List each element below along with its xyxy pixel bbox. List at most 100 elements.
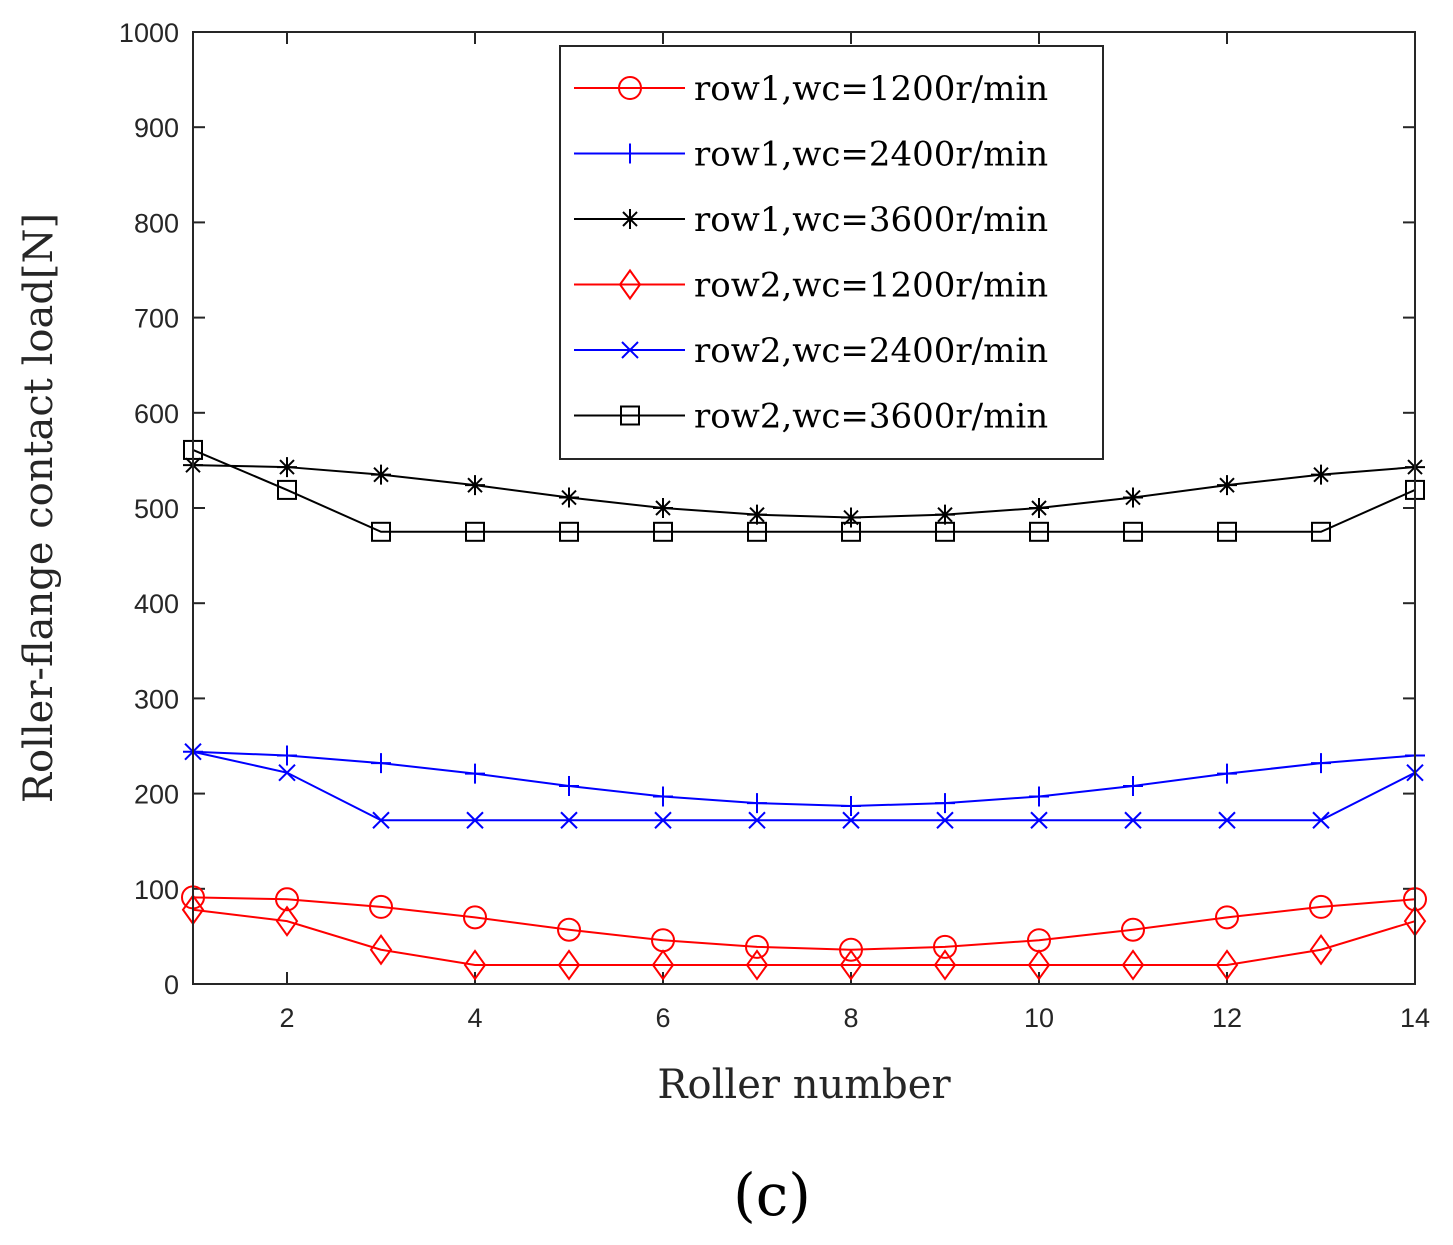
data-point-asterisk <box>935 504 955 525</box>
data-point-asterisk <box>620 209 640 229</box>
legend-entry: row2,wc=1200r/min <box>574 266 1048 306</box>
data-point-square <box>559 521 579 542</box>
data-point-plus <box>620 143 640 164</box>
data-point-diamond <box>1215 949 1239 981</box>
data-point-diamond <box>839 949 863 981</box>
data-point-asterisk <box>1217 475 1237 496</box>
y-tick-label: 600 <box>134 399 179 429</box>
data-point-circle <box>369 894 393 919</box>
x-axis-title: Roller number <box>657 1062 951 1108</box>
legend: row1,wc=1200r/min row1,wc=2400r/min row1,w… <box>559 45 1104 460</box>
data-point-square <box>935 521 955 542</box>
series-line <box>192 908 1416 966</box>
y-tick-label: 0 <box>164 970 179 1000</box>
data-point-circle <box>1309 894 1333 919</box>
data-point-square <box>620 405 640 426</box>
series-line <box>192 750 1416 822</box>
y-axis-title: Roller-flange contact load[N] <box>16 213 62 803</box>
data-point-x <box>842 811 860 829</box>
data-point-x <box>936 811 954 829</box>
data-point-square <box>1029 521 1049 542</box>
data-point-diamond <box>1027 949 1051 981</box>
legend-label: row1,wc=3600r/min <box>694 200 1048 240</box>
x-tick-label: 4 <box>467 1003 482 1033</box>
data-point-circle <box>463 905 487 930</box>
legend-entry: row1,wc=3600r/min <box>574 200 1048 240</box>
data-point-plus <box>1123 775 1143 796</box>
legend-label: row1,wc=2400r/min <box>694 135 1048 175</box>
x-tick-label: 2 <box>279 1003 294 1033</box>
series-3 <box>183 455 1425 528</box>
plot-frame <box>192 31 1416 985</box>
series-line <box>192 896 1416 951</box>
data-point-asterisk <box>465 475 485 496</box>
series-5 <box>184 743 1424 829</box>
data-point-x <box>560 811 578 829</box>
y-tick-label: 100 <box>134 875 179 905</box>
series-1 <box>181 885 1427 962</box>
data-point-diamond <box>557 949 581 981</box>
data-point-square <box>371 521 391 542</box>
data-point-x <box>654 811 672 829</box>
series-line <box>192 449 1416 533</box>
y-tick-label: 900 <box>134 113 179 143</box>
data-point-square <box>277 479 297 500</box>
data-point-circle <box>745 934 769 959</box>
data-point-diamond <box>745 949 769 981</box>
series-6 <box>183 439 1425 542</box>
y-tick-label: 800 <box>134 208 179 238</box>
data-point-asterisk <box>1029 498 1049 518</box>
data-point-x <box>748 811 766 829</box>
legend-entry: row2,wc=2400r/min <box>574 331 1048 371</box>
legend-entry: row2,wc=3600r/min <box>574 397 1048 437</box>
x-tick-label: 14 <box>1400 1003 1430 1033</box>
data-point-plus <box>841 795 861 816</box>
data-point-circle <box>618 76 642 100</box>
data-point-circle <box>1215 905 1239 930</box>
data-point-square <box>1217 521 1237 542</box>
data-point-square <box>465 521 485 542</box>
data-point-x <box>621 341 639 359</box>
data-point-diamond <box>933 949 957 981</box>
data-point-square <box>747 521 767 542</box>
x-tick-label: 6 <box>655 1003 670 1033</box>
data-point-plus <box>371 753 391 774</box>
legend-label: row2,wc=2400r/min <box>694 331 1048 371</box>
data-point-plus <box>1029 786 1049 807</box>
legend-label: row2,wc=3600r/min <box>694 397 1048 437</box>
data-point-asterisk <box>559 487 579 508</box>
data-point-x <box>466 811 484 829</box>
data-point-asterisk <box>653 498 673 518</box>
legend-box <box>559 45 1104 460</box>
data-point-plus <box>559 775 579 796</box>
series-2 <box>183 741 1425 816</box>
x-tick-label: 8 <box>843 1003 858 1033</box>
data-point-plus <box>935 793 955 814</box>
data-point-x <box>1218 811 1236 829</box>
legend-entry: row1,wc=2400r/min <box>574 135 1048 175</box>
data-point-diamond <box>275 905 299 937</box>
data-point-plus <box>1311 753 1331 774</box>
x-tick-label: 10 <box>1024 1003 1054 1033</box>
data-point-asterisk <box>1311 464 1331 485</box>
y-tick-label: 500 <box>134 494 179 524</box>
data-point-x <box>278 763 296 782</box>
y-tick-label: 400 <box>134 589 179 619</box>
legend-label: row2,wc=1200r/min <box>694 266 1048 306</box>
y-tick-label: 200 <box>134 780 179 810</box>
data-point-plus <box>653 786 673 807</box>
data-point-x <box>372 811 390 829</box>
data-point-diamond <box>1309 934 1333 966</box>
data-point-asterisk <box>841 507 861 528</box>
data-point-plus <box>277 745 297 766</box>
data-point-diamond <box>618 268 642 301</box>
data-point-circle <box>275 887 299 912</box>
series-line <box>192 464 1416 519</box>
data-point-asterisk <box>371 464 391 485</box>
legend-label: row1,wc=1200r/min <box>694 69 1048 109</box>
data-point-square <box>653 521 673 542</box>
data-point-asterisk <box>747 504 767 525</box>
y-tick-label: 700 <box>134 304 179 334</box>
data-point-plus <box>465 763 485 784</box>
